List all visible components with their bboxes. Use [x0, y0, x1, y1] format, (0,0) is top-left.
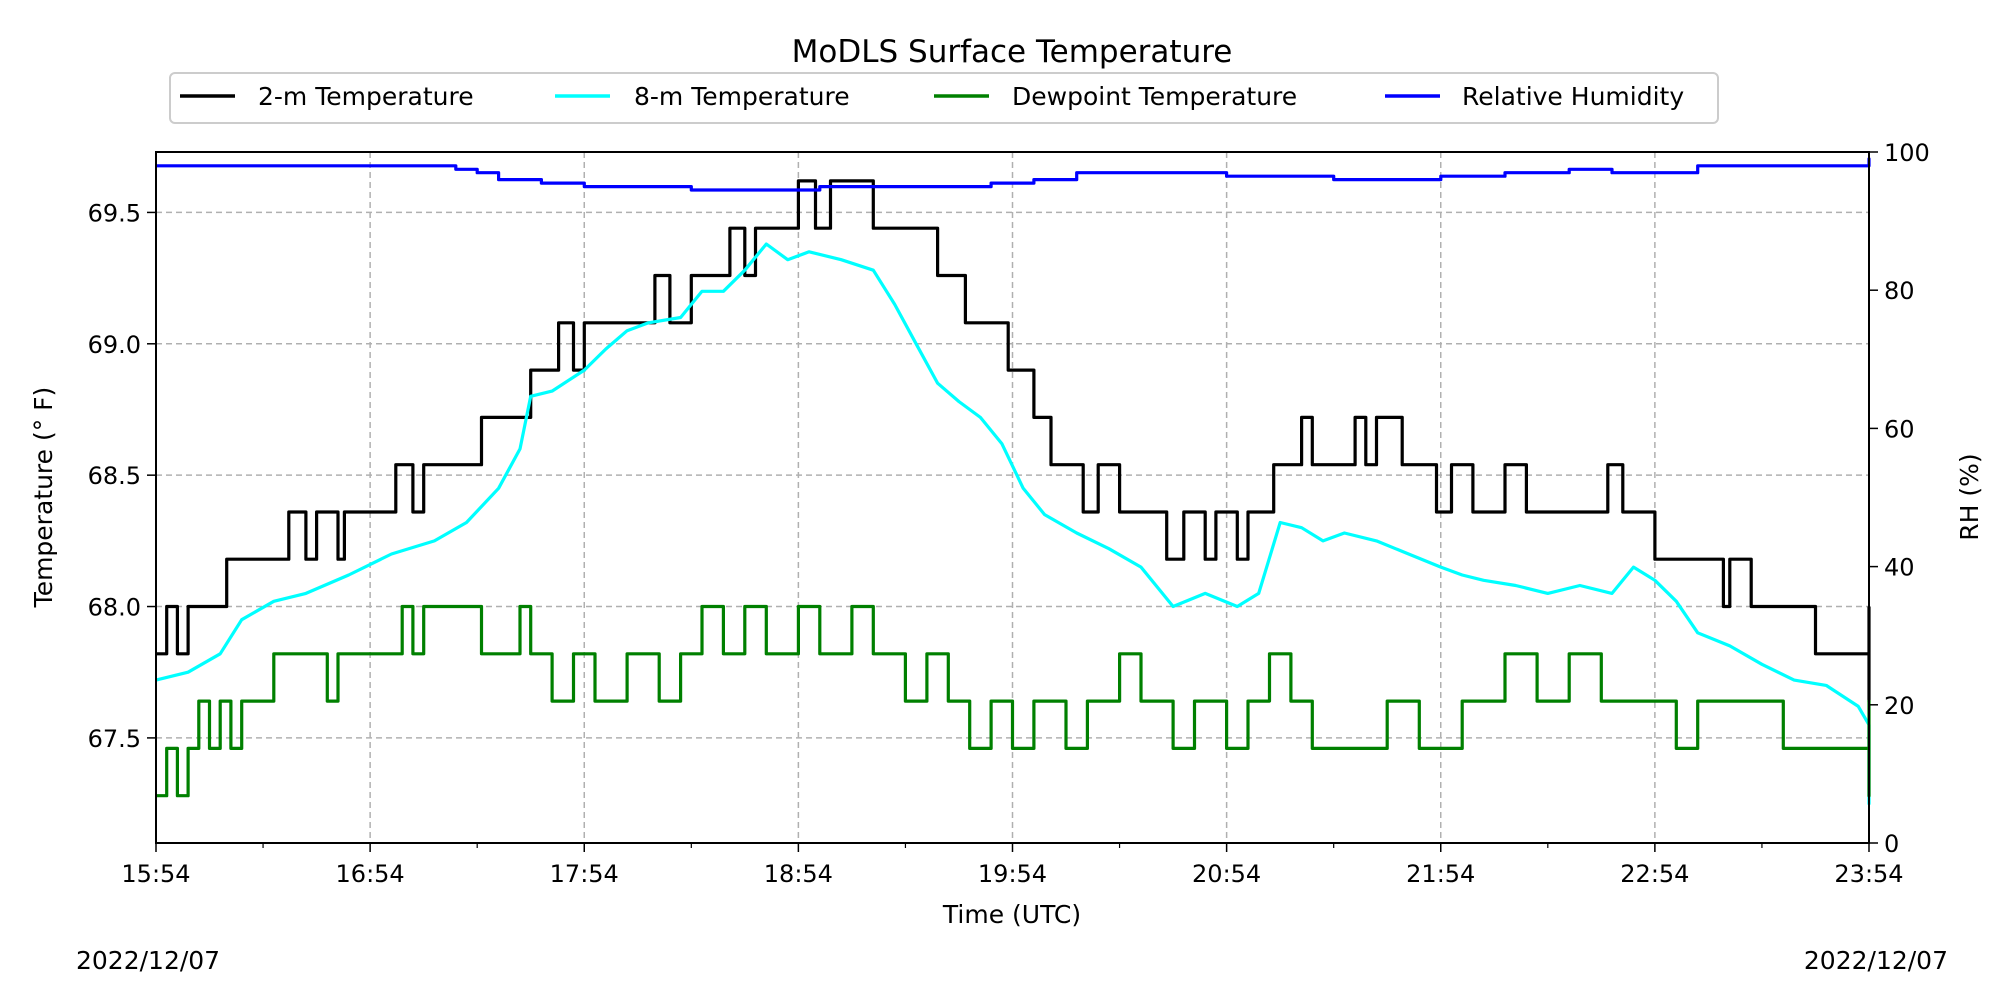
legend: 2-m Temperature 8-m Temperature Dewpoint… — [169, 72, 1719, 124]
x-tick-label: 15:54 — [121, 860, 190, 888]
x-tick-label: 22:54 — [1620, 860, 1689, 888]
plot-frame — [155, 151, 1870, 844]
series-line-2-m-temperature — [156, 179, 1871, 703]
legend-label-relative-humidity: Relative Humidity — [1462, 82, 1684, 111]
y2-tick-label: 40 — [1884, 554, 1915, 582]
y2-tick-label: 60 — [1884, 415, 1915, 443]
legend-label-dewpoint: Dewpoint Temperature — [1012, 82, 1297, 111]
legend-label-8m-temperature: 8-m Temperature — [634, 82, 850, 111]
x-tick-label: 19:54 — [978, 860, 1047, 888]
x-tick-label: 23:54 — [1834, 860, 1903, 888]
series-line-8-m-temperature — [155, 242, 1871, 806]
x-tick-label: 21:54 — [1406, 860, 1475, 888]
y2-tick-label: 100 — [1884, 139, 1930, 167]
date-right: 2022/12/07 — [1804, 946, 1948, 975]
y2-tick-label: 80 — [1884, 277, 1915, 305]
y-tick-label: 68.5 — [88, 462, 141, 490]
y2-tick-label: 20 — [1884, 692, 1915, 720]
series-line-dewpoint-temperature — [156, 604, 1871, 798]
plot-series — [155, 157, 1871, 806]
y-axis-label: Temperature (° F) — [29, 387, 58, 609]
x-tick-label: 18:54 — [764, 860, 833, 888]
y2-tick-label: 0 — [1884, 830, 1899, 858]
chart-title: MoDLS Surface Temperature — [792, 34, 1233, 70]
legend-frame — [169, 72, 1719, 124]
legend-label-2m-temperature: 2-m Temperature — [258, 82, 474, 111]
axes: 15:54 16:54 17:54 18:54 19:54 20:54 21:54 22:54… — [88, 139, 1930, 888]
y-tick-label: 68.0 — [88, 594, 141, 622]
date-left: 2022/12/07 — [76, 946, 220, 975]
x-tick-label: 20:54 — [1192, 860, 1261, 888]
x-axis-label: Time (UTC) — [942, 900, 1081, 929]
y2-axis-label: RH (%) — [1955, 453, 1984, 540]
x-tick-label: 17:54 — [550, 860, 619, 888]
series-line-relative-humidity — [156, 157, 1871, 192]
y-tick-label: 67.5 — [88, 725, 141, 753]
x-tick-label: 16:54 — [336, 860, 405, 888]
y-tick-label: 69.0 — [88, 331, 141, 359]
y-tick-label: 69.5 — [88, 199, 141, 227]
